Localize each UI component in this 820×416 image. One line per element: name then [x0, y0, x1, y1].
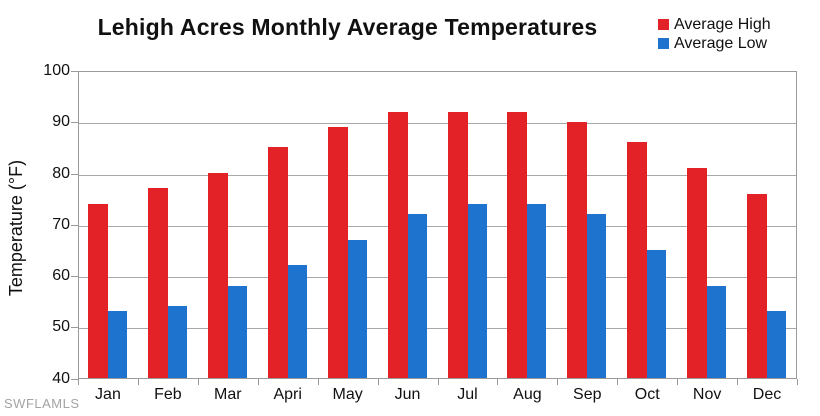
bar-average-high-jul	[447, 111, 468, 378]
x-axis-label-jan: Jan	[95, 386, 121, 403]
x-axis-label-feb: Feb	[154, 386, 182, 403]
x-axis-tick-mark-1	[137, 379, 139, 385]
bar-average-low-apri	[287, 265, 307, 378]
legend-item-average-low: Average Low	[658, 34, 771, 53]
x-axis-tick-mark-6	[437, 379, 439, 385]
bar-average-low-sep	[587, 214, 607, 378]
bar-average-high-mar	[207, 173, 228, 378]
x-axis-label-dec: Dec	[752, 386, 782, 403]
y-axis-tick-mark-40	[71, 378, 78, 380]
x-axis-label-aug: Aug	[513, 386, 542, 403]
bar-average-high-oct	[627, 142, 648, 378]
x-axis-label-jul: Jul	[457, 386, 478, 403]
bar-average-low-mar	[227, 285, 247, 378]
x-axis-tick-mark-9	[617, 379, 619, 385]
bar-average-low-may	[347, 239, 367, 378]
x-axis-label-nov: Nov	[692, 386, 722, 403]
bar-average-low-oct	[647, 249, 667, 378]
x-axis-tick-mark-2	[197, 379, 199, 385]
gridline-80	[79, 174, 796, 176]
bar-average-high-apri	[267, 147, 288, 378]
bar-average-low-jul	[467, 203, 487, 378]
y-axis-tick-mark-80	[71, 173, 78, 175]
y-axis-tick-label-90: 90	[52, 113, 70, 131]
bar-average-high-aug	[507, 111, 528, 378]
x-axis-tick-mark-11	[737, 379, 739, 385]
bar-average-high-sep	[567, 121, 588, 378]
x-axis-tick-mark-0	[78, 379, 79, 385]
x-axis-tick-mark-8	[557, 379, 559, 385]
bar-average-low-jan	[108, 311, 127, 378]
bar-average-low-aug	[527, 203, 547, 378]
y-axis-tick-label-100: 100	[43, 62, 70, 79]
x-axis-label-oct: Oct	[634, 386, 660, 403]
x-axis-label-mar: Mar	[214, 386, 242, 403]
y-axis-tick-label-70: 70	[52, 215, 70, 233]
y-axis-tick-label-60: 60	[52, 267, 70, 284]
y-axis-tick-mark-100	[71, 71, 78, 72]
gridline-70	[79, 225, 796, 227]
y-axis-tick-mark-70	[71, 224, 78, 226]
bar-average-low-nov	[707, 285, 727, 378]
gridline-50	[79, 328, 796, 330]
watermark: SWFLAMLS	[4, 396, 80, 411]
legend: Average High Average Low	[658, 15, 771, 53]
bar-average-high-nov	[687, 167, 708, 378]
legend-item-average-high: Average High	[658, 15, 771, 34]
bar-average-high-may	[327, 126, 348, 378]
x-axis-tick-mark-12	[797, 379, 798, 385]
x-axis-label-apri: Apri	[273, 386, 302, 403]
gridline-60	[79, 277, 796, 278]
bar-average-high-jan	[88, 203, 108, 378]
x-axis-label-may: May	[332, 386, 363, 403]
x-axis-tick-mark-5	[377, 379, 379, 385]
plot-area	[78, 71, 797, 379]
gridline-90	[79, 123, 796, 125]
y-axis-tick-label-40: 40	[52, 369, 70, 387]
y-axis-tick-mark-90	[71, 122, 78, 124]
x-axis-tick-mark-3	[257, 379, 259, 385]
legend-label-average-low: Average Low	[674, 34, 768, 52]
x-axis-label-jun: Jun	[394, 386, 421, 403]
y-axis-title: Temperature (°F)	[6, 159, 26, 297]
y-axis-tick-mark-50	[71, 327, 78, 329]
x-axis-tick-mark-7	[497, 379, 499, 385]
x-axis-label-sep: Sep	[573, 386, 602, 403]
x-axis-tick-mark-4	[317, 379, 319, 385]
x-axis-tick-mark-10	[677, 379, 679, 385]
y-axis-tick-label-80: 80	[52, 164, 70, 182]
bar-average-low-feb	[167, 306, 187, 378]
bar-average-high-dec	[747, 193, 768, 378]
bar-average-low-dec	[767, 311, 787, 378]
chart-title: Lehigh Acres Monthly Average Temperature…	[97, 14, 598, 40]
y-axis-tick-label-50: 50	[52, 318, 70, 336]
legend-label-average-high: Average High	[674, 15, 771, 33]
bar-average-high-jun	[387, 111, 408, 378]
bar-average-low-jun	[407, 214, 427, 378]
average-low-swatch-icon	[658, 38, 669, 49]
average-high-swatch-icon	[658, 19, 669, 30]
y-axis-tick-mark-60	[71, 276, 78, 277]
bar-average-high-feb	[147, 188, 168, 378]
